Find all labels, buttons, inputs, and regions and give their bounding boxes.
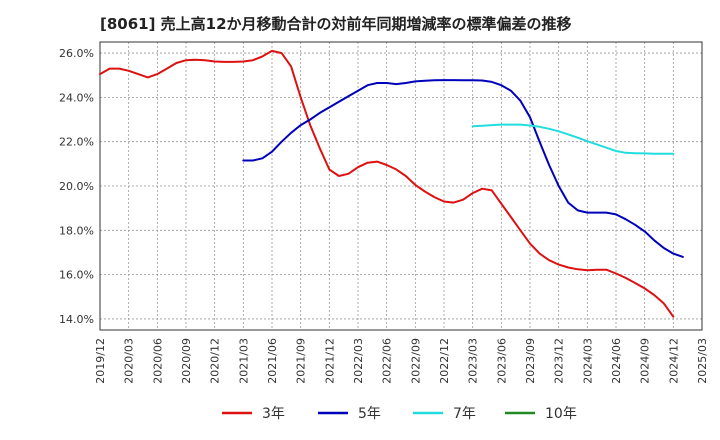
x-tick-label: 2020/09 [180, 338, 193, 384]
x-tick-label: 2024/09 [639, 338, 652, 384]
series-line-3年 [99, 49, 675, 318]
x-tick-label: 2021/12 [323, 338, 336, 384]
chart-title: [8061] 売上高12か月移動合計の対前年同期増減率の標準偏差の推移 [100, 15, 572, 33]
x-tick-label: 2020/12 [209, 338, 222, 384]
x-tick-label: 2020/03 [123, 338, 136, 384]
x-tick-label: 2024/03 [581, 338, 594, 384]
legend: 3年 5年 7年 10年 [222, 406, 577, 422]
x-tick-label: 2024/12 [667, 338, 680, 384]
plot-frame [99, 41, 703, 331]
y-tick-label: 26.0% [59, 47, 94, 60]
x-tick-label: 2021/06 [266, 338, 279, 384]
x-tick-label: 2022/06 [381, 338, 394, 384]
series-line-7年 [471, 123, 675, 155]
x-tick-label: 2022/03 [352, 338, 365, 384]
series-line-5年 [242, 79, 684, 258]
x-tick-label: 2022/09 [409, 338, 422, 384]
x-tick-label: 2023/09 [524, 338, 537, 384]
y-tick-label: 24.0% [59, 91, 94, 104]
grid [99, 42, 703, 330]
x-tick-label: 2021/03 [237, 338, 250, 384]
x-tick-label: 2021/09 [295, 338, 308, 384]
series-lines [99, 49, 684, 318]
y-tick-label: 16.0% [59, 269, 94, 282]
x-tick-label: 2020/06 [151, 338, 164, 384]
x-tick-label: 2023/06 [495, 338, 508, 384]
x-tick-label: 2022/12 [438, 338, 451, 384]
legend-label: 5年 [358, 406, 381, 422]
x-tick-label: 2023/12 [553, 338, 566, 384]
legend-label: 10年 [545, 406, 577, 422]
y-tick-label: 22.0% [59, 136, 94, 149]
x-tick-label: 2025/03 [696, 338, 709, 384]
y-tick-label: 14.0% [59, 313, 94, 326]
x-tick-label: 2019/12 [94, 338, 107, 384]
y-tick-label: 18.0% [59, 224, 94, 237]
x-tick-label: 2023/03 [467, 338, 480, 384]
legend-label: 3年 [262, 406, 285, 422]
y-axis: 14.0% 16.0% 18.0% 20.0% 22.0% 24.0% 26.0% [59, 47, 94, 326]
x-axis: 2019/12 2020/03 2020/06 2020/09 2020/12 2021/… [94, 338, 709, 384]
x-tick-label: 2024/06 [610, 338, 623, 384]
y-tick-label: 20.0% [59, 180, 94, 193]
legend-label: 7年 [453, 406, 476, 422]
